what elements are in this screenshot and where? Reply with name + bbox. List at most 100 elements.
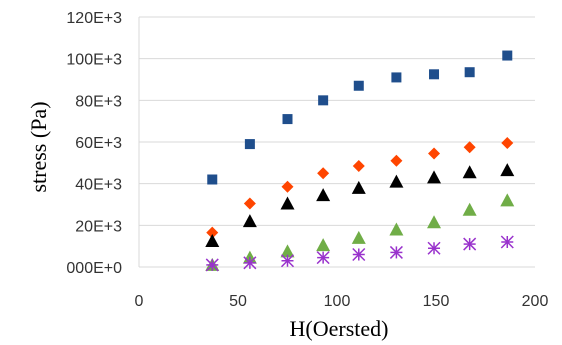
y-tick-label: 80E+3 (75, 93, 122, 110)
data-point (462, 165, 477, 179)
data-point (462, 202, 477, 216)
data-point (352, 247, 366, 262)
x-tick-label: 100 (324, 293, 351, 310)
data-point (428, 147, 441, 160)
point-marker (501, 137, 514, 150)
data-point (501, 137, 514, 150)
point-marker (390, 154, 403, 167)
data-point (500, 163, 515, 177)
data-point (502, 50, 513, 61)
point-marker (353, 80, 364, 91)
x-axis-title: H(Oersted) (290, 316, 389, 341)
data-point (427, 241, 441, 255)
data-point (207, 174, 218, 185)
series-1 (207, 50, 513, 185)
point-marker (389, 222, 404, 236)
point-marker (427, 215, 442, 229)
point-marker (427, 170, 442, 184)
axes (138, 17, 535, 268)
y-tick-label: 120E+3 (66, 10, 122, 27)
data-point (205, 258, 219, 272)
data-point (316, 188, 331, 202)
data-point (463, 141, 476, 154)
data-point (280, 196, 295, 210)
data-point (429, 69, 440, 80)
point-marker (316, 188, 331, 202)
data-point (280, 254, 295, 268)
y-tick-labels: 000E+0 20E+3 40E+3 60E+3 80E+3 100E+3 120E+3 (66, 10, 122, 277)
y-tick-label: 000E+0 (66, 260, 122, 277)
point-marker (352, 159, 365, 172)
data-point (243, 256, 257, 270)
point-marker (462, 165, 477, 179)
y-tick-label: 60E+3 (75, 135, 122, 152)
data-point (244, 139, 255, 150)
data-point (463, 237, 477, 251)
data-point (500, 193, 515, 207)
data-point (500, 235, 514, 249)
grid-lines (139, 16, 535, 226)
point-marker (207, 174, 218, 185)
data-point (281, 180, 294, 193)
data-point (351, 230, 366, 244)
data-point (282, 114, 293, 125)
point-marker (500, 163, 515, 177)
point-marker (281, 180, 294, 193)
y-axis-title: stress (Pa) (26, 101, 51, 192)
x-tick-label: 150 (423, 293, 450, 310)
data-point (464, 67, 475, 78)
data-point (206, 226, 219, 239)
x-tick-label: 0 (135, 293, 144, 310)
data-point (316, 238, 331, 252)
y-tick-label: 20E+3 (75, 218, 122, 235)
point-marker (429, 69, 440, 80)
point-marker (462, 202, 477, 216)
point-marker (502, 50, 513, 61)
data-point (351, 180, 366, 194)
x-tick-label: 50 (229, 293, 247, 310)
point-marker (282, 114, 293, 125)
point-marker (318, 95, 329, 106)
data-point (280, 244, 295, 258)
point-marker (500, 193, 515, 207)
series-3 (205, 163, 515, 247)
point-marker (351, 180, 366, 194)
data-point (427, 215, 442, 229)
point-marker (280, 196, 295, 210)
series-5 (205, 235, 514, 272)
data-point (389, 222, 404, 236)
data-point (389, 174, 404, 188)
y-tick-label: 100E+3 (66, 52, 122, 69)
data-point (317, 167, 330, 180)
x-tick-labels: 0 50 100 150 200 (135, 293, 549, 310)
point-marker (391, 72, 402, 83)
x-tick-label: 200 (522, 293, 549, 310)
series-2 (206, 137, 514, 239)
point-marker (242, 214, 257, 228)
point-marker (389, 174, 404, 188)
data-point (389, 245, 403, 259)
data-point (205, 233, 220, 247)
point-marker (351, 230, 366, 244)
data-point (427, 170, 442, 184)
data-point (353, 80, 364, 91)
point-marker (316, 238, 331, 252)
data-point (316, 251, 330, 265)
point-marker (243, 197, 256, 210)
data-point (318, 95, 329, 106)
point-marker (206, 226, 219, 239)
point-marker (428, 147, 441, 160)
data-point (352, 159, 365, 172)
point-marker (464, 67, 475, 78)
data-point (242, 214, 257, 228)
point-marker (317, 167, 330, 180)
point-marker (244, 139, 255, 150)
point-marker (280, 244, 295, 258)
data-point (391, 72, 402, 83)
point-marker (463, 141, 476, 154)
point-marker (205, 233, 220, 247)
data-point (243, 197, 256, 210)
data-point (390, 154, 403, 167)
y-tick-label: 40E+3 (75, 177, 122, 194)
